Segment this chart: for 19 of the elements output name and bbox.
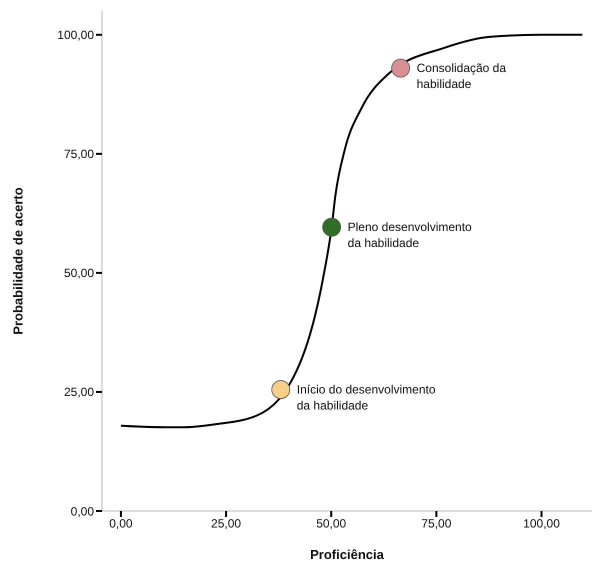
x-tick-label: 75,00 [421, 516, 452, 531]
annotation: Início do desenvolvimento da habilidade [296, 382, 436, 413]
annotation: Pleno desenvolvimento da habilidade [348, 220, 472, 250]
x-axis-title: Proficiência [310, 547, 385, 562]
point [391, 58, 410, 78]
y-axis-title: Probabilidade de acerto [10, 187, 26, 335]
point [271, 380, 290, 399]
y-tick-label: 0,00 [70, 504, 94, 518]
y-tick-label: 25,00 [64, 385, 94, 400]
x-tick-label: 0,00 [109, 516, 133, 531]
y-tick-label: 100,00 [57, 28, 94, 42]
x-tick-label: 50,00 [316, 516, 347, 531]
line-series [120, 34, 584, 428]
x-tick-label: 100,00 [523, 516, 560, 531]
annotation: Consolidação da habilidade [416, 61, 506, 92]
x-tick-label: 25,00 [211, 516, 242, 531]
y-tick-label: 75,00 [64, 147, 94, 162]
point [322, 218, 342, 237]
y-tick-label: 50,00 [64, 266, 94, 280]
